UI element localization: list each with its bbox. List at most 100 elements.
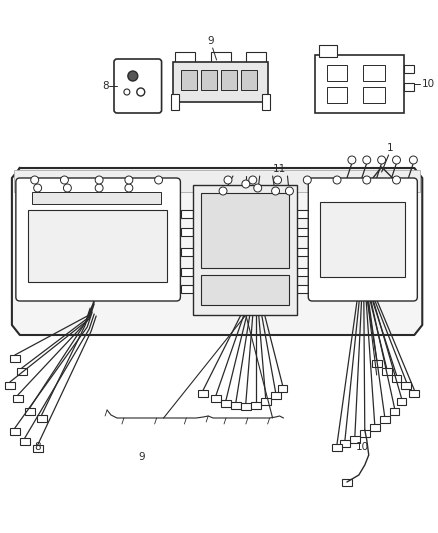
Text: 10: 10 bbox=[356, 442, 369, 451]
Bar bbox=[25, 408, 35, 415]
Bar bbox=[211, 395, 221, 402]
Circle shape bbox=[128, 71, 138, 81]
Circle shape bbox=[392, 156, 400, 164]
Bar bbox=[173, 62, 268, 102]
Bar bbox=[327, 65, 347, 81]
Circle shape bbox=[242, 180, 250, 188]
Bar bbox=[297, 268, 309, 276]
Bar bbox=[241, 70, 257, 90]
Circle shape bbox=[124, 89, 130, 95]
Circle shape bbox=[363, 156, 371, 164]
Bar bbox=[372, 360, 381, 367]
Bar bbox=[389, 408, 399, 415]
Bar bbox=[13, 395, 23, 402]
Circle shape bbox=[274, 176, 282, 184]
Circle shape bbox=[286, 187, 293, 195]
Circle shape bbox=[95, 176, 103, 184]
Text: 1: 1 bbox=[387, 143, 393, 153]
Bar bbox=[201, 275, 290, 305]
FancyBboxPatch shape bbox=[114, 59, 162, 113]
Text: 10: 10 bbox=[422, 79, 435, 89]
Text: 8: 8 bbox=[102, 81, 109, 91]
Bar bbox=[320, 202, 406, 277]
Bar bbox=[5, 382, 15, 389]
Circle shape bbox=[410, 156, 417, 164]
Bar bbox=[28, 210, 166, 282]
Bar bbox=[172, 94, 180, 110]
Text: 9: 9 bbox=[207, 36, 214, 46]
Text: 8: 8 bbox=[35, 442, 41, 451]
Bar bbox=[396, 398, 406, 405]
Bar bbox=[251, 402, 261, 409]
Bar bbox=[297, 248, 309, 256]
Circle shape bbox=[125, 176, 133, 184]
Text: 11: 11 bbox=[273, 165, 286, 174]
Bar bbox=[37, 415, 46, 422]
Bar bbox=[32, 192, 161, 204]
Circle shape bbox=[378, 156, 385, 164]
Bar bbox=[181, 70, 197, 90]
Bar bbox=[181, 268, 193, 276]
Circle shape bbox=[31, 176, 39, 184]
Circle shape bbox=[363, 176, 371, 184]
Bar bbox=[246, 52, 266, 64]
Bar bbox=[380, 416, 389, 423]
Bar bbox=[297, 210, 309, 218]
Bar bbox=[332, 444, 342, 451]
Bar bbox=[241, 403, 251, 410]
Circle shape bbox=[224, 176, 232, 184]
Circle shape bbox=[60, 176, 68, 184]
Bar bbox=[198, 390, 208, 397]
Bar bbox=[10, 355, 20, 362]
Bar bbox=[231, 402, 241, 409]
Bar bbox=[181, 228, 193, 236]
Bar bbox=[340, 440, 350, 447]
Bar bbox=[404, 65, 414, 73]
Circle shape bbox=[34, 184, 42, 192]
Bar bbox=[360, 430, 370, 437]
Circle shape bbox=[304, 176, 311, 184]
Bar bbox=[297, 228, 309, 236]
Bar bbox=[261, 94, 270, 110]
Polygon shape bbox=[12, 168, 422, 335]
Bar bbox=[193, 185, 297, 315]
Circle shape bbox=[125, 184, 133, 192]
Bar bbox=[410, 390, 419, 397]
Bar bbox=[176, 52, 195, 64]
Bar bbox=[363, 87, 385, 103]
Bar bbox=[20, 438, 30, 445]
Bar bbox=[261, 398, 271, 405]
Bar bbox=[10, 428, 20, 435]
Bar bbox=[33, 445, 42, 452]
Bar bbox=[315, 55, 404, 113]
Circle shape bbox=[64, 184, 71, 192]
Bar bbox=[342, 479, 352, 486]
Circle shape bbox=[137, 88, 145, 96]
Bar bbox=[327, 87, 347, 103]
Circle shape bbox=[219, 187, 227, 195]
Bar bbox=[319, 45, 337, 57]
Bar bbox=[297, 285, 309, 293]
Bar bbox=[201, 193, 290, 268]
FancyBboxPatch shape bbox=[308, 178, 417, 301]
Bar bbox=[211, 52, 231, 64]
Bar bbox=[221, 400, 231, 407]
Bar bbox=[402, 382, 411, 389]
Circle shape bbox=[95, 184, 103, 192]
Bar bbox=[278, 385, 287, 392]
Circle shape bbox=[348, 156, 356, 164]
Bar bbox=[14, 170, 420, 192]
Circle shape bbox=[254, 184, 261, 192]
Circle shape bbox=[155, 176, 162, 184]
Bar bbox=[221, 70, 237, 90]
Bar bbox=[181, 210, 193, 218]
Bar bbox=[363, 65, 385, 81]
Text: 9: 9 bbox=[139, 453, 145, 462]
Bar bbox=[201, 70, 217, 90]
Circle shape bbox=[249, 176, 257, 184]
Circle shape bbox=[392, 176, 400, 184]
Bar bbox=[392, 375, 402, 382]
Bar bbox=[181, 248, 193, 256]
Bar bbox=[181, 285, 193, 293]
Bar bbox=[271, 392, 280, 399]
